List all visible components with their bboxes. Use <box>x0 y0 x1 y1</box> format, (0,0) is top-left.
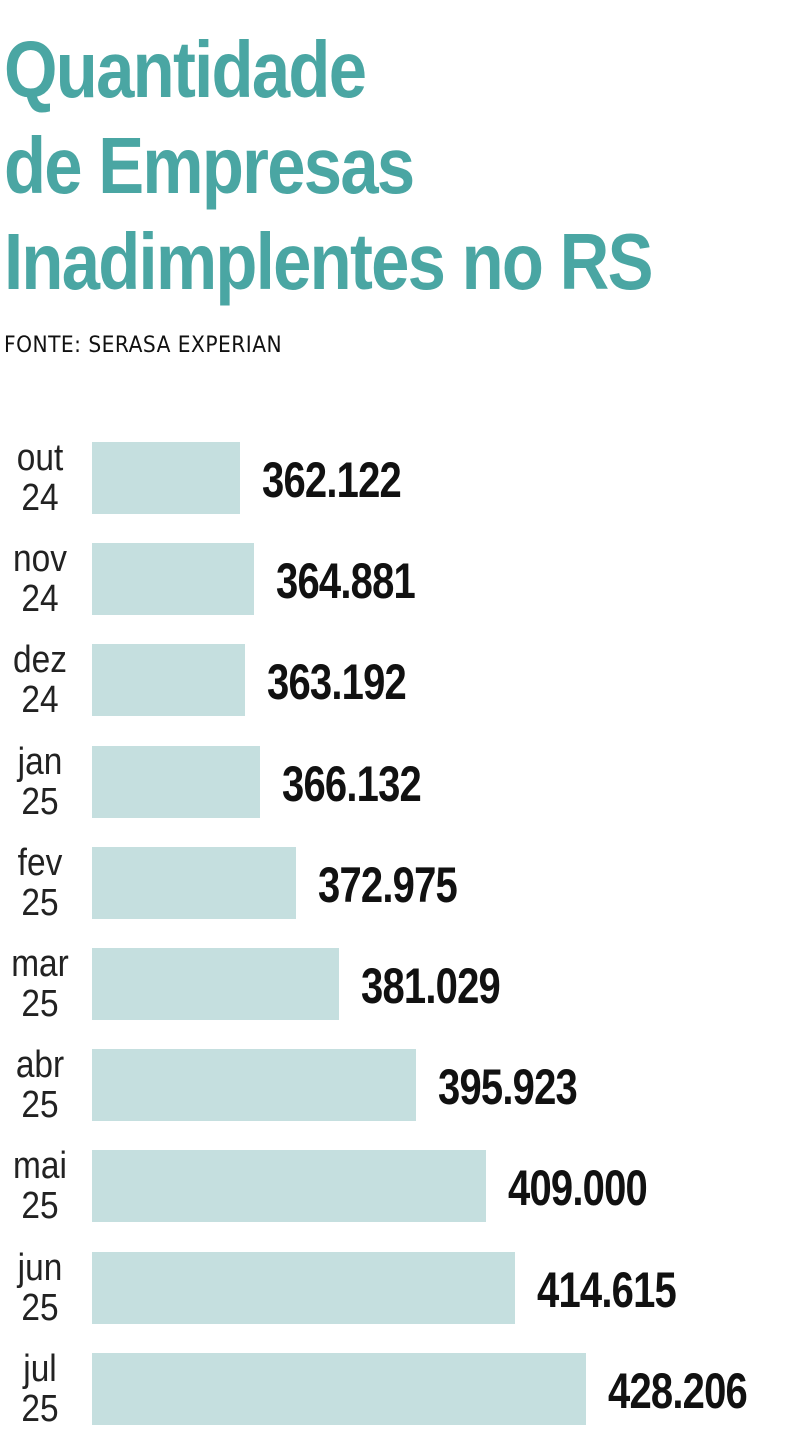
source-note: FONTE: SERASA EXPERIAN <box>4 333 283 358</box>
value-label: 363.192 <box>267 654 407 711</box>
year-label: 24 <box>21 679 59 722</box>
title-line-2: de Empresas <box>4 121 415 210</box>
value-label: 414.615 <box>537 1261 677 1318</box>
bar <box>92 745 260 818</box>
value-label: 366.132 <box>282 755 422 812</box>
bar <box>92 1251 515 1324</box>
year-label: 24 <box>21 477 59 519</box>
month-label: jun <box>17 1246 63 1289</box>
chart-title: Quantidade de Empresas Inadimplentes no … <box>4 22 653 310</box>
month-label: dez <box>13 639 67 682</box>
bar <box>92 1352 586 1425</box>
category-label: jan 25 <box>5 742 75 822</box>
title-line-3: Inadimplentes no RS <box>4 217 653 306</box>
value-label: 372.975 <box>318 856 458 913</box>
value-label: 409.000 <box>508 1160 648 1217</box>
year-label: 25 <box>21 983 59 1025</box>
category-label: mar 25 <box>5 944 75 1024</box>
category-label: fev 25 <box>5 843 75 923</box>
month-label: nov <box>13 538 67 581</box>
month-label: jul <box>23 1347 57 1390</box>
month-label: jan <box>17 740 63 783</box>
category-label: abr 25 <box>5 1045 75 1125</box>
value-label: 362.122 <box>262 452 402 508</box>
month-label: fev <box>17 841 63 884</box>
bar <box>92 846 296 919</box>
month-label: mar <box>11 943 69 985</box>
bar-row: fev 25 372.975 <box>0 843 800 923</box>
category-label: nov 24 <box>5 539 75 619</box>
bar-row: mai 25 409.000 <box>0 1146 800 1226</box>
year-label: 25 <box>21 780 59 823</box>
bar-row: nov 24 364.881 <box>0 539 800 619</box>
month-label: mai <box>13 1145 67 1188</box>
bar-row: jul 25 428.206 <box>0 1349 800 1429</box>
value-label: 428.206 <box>608 1362 748 1419</box>
category-label: out 24 <box>5 438 75 518</box>
category-label: dez 24 <box>5 640 75 720</box>
year-label: 25 <box>21 1185 59 1228</box>
bar <box>92 644 245 717</box>
bar-row: abr 25 395.923 <box>0 1045 800 1125</box>
bar <box>92 1049 416 1122</box>
month-label: abr <box>15 1044 65 1087</box>
bar-row: jan 25 366.132 <box>0 742 800 822</box>
year-label: 25 <box>21 1387 59 1430</box>
bar <box>92 442 240 514</box>
year-label: 25 <box>21 881 59 924</box>
value-label: 364.881 <box>276 553 416 610</box>
bar <box>92 543 254 616</box>
month-label: out <box>16 437 64 479</box>
value-label: 395.923 <box>438 1059 578 1116</box>
year-label: 25 <box>21 1286 59 1329</box>
category-label: mai 25 <box>5 1146 75 1226</box>
year-label: 25 <box>21 1084 59 1127</box>
category-label: jun 25 <box>5 1248 75 1328</box>
title-line-1: Quantidade <box>4 25 367 114</box>
bar-row: mar 25 381.029 <box>0 944 800 1024</box>
value-label: 381.029 <box>361 958 501 1014</box>
year-label: 24 <box>21 578 59 621</box>
bar-row: dez 24 363.192 <box>0 640 800 720</box>
bar-row: jun 25 414.615 <box>0 1248 800 1328</box>
bar <box>92 948 339 1020</box>
bar-row: out 24 362.122 <box>0 438 800 518</box>
category-label: jul 25 <box>5 1349 75 1429</box>
bar <box>92 1150 486 1223</box>
